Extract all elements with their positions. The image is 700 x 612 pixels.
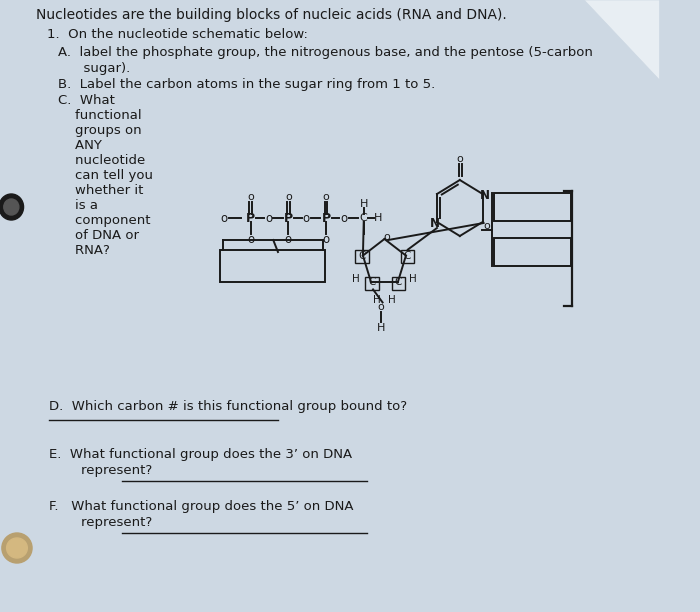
Text: o: o	[323, 192, 330, 202]
Text: N: N	[480, 188, 489, 201]
Text: C: C	[394, 277, 401, 288]
Text: component: component	[58, 214, 151, 227]
Text: H: H	[377, 323, 385, 334]
Text: o: o	[456, 154, 463, 164]
Text: sugar).: sugar).	[58, 62, 131, 75]
Text: whether it: whether it	[58, 184, 144, 197]
Text: C: C	[403, 250, 411, 261]
Text: o: o	[383, 232, 390, 242]
Bar	[220, 250, 325, 282]
Text: o: o	[340, 212, 347, 225]
Text: o: o	[247, 233, 254, 245]
Bar	[365, 277, 379, 290]
Ellipse shape	[2, 533, 32, 563]
Text: H: H	[360, 199, 368, 209]
Text: represent?: represent?	[64, 516, 153, 529]
Text: H: H	[373, 296, 381, 305]
Text: is a: is a	[58, 199, 99, 212]
Text: o: o	[247, 192, 254, 202]
Text: can tell you: can tell you	[58, 169, 153, 182]
Text: functional: functional	[58, 109, 142, 122]
Circle shape	[0, 194, 24, 220]
Text: H: H	[374, 213, 382, 223]
Text: o: o	[265, 212, 272, 225]
Bar	[392, 277, 405, 290]
Text: represent?: represent?	[64, 464, 153, 477]
Text: of DNA or: of DNA or	[58, 229, 139, 242]
Text: D.  Which carbon # is this functional group bound to?: D. Which carbon # is this functional gro…	[49, 400, 407, 413]
Text: o: o	[220, 212, 228, 225]
Text: A.  label the phosphate group, the nitrogenous base, and the pentose (5-carbon: A. label the phosphate group, the nitrog…	[58, 46, 594, 59]
Text: RNA?: RNA?	[58, 244, 111, 257]
Text: o: o	[483, 221, 490, 231]
Bar	[494, 193, 571, 221]
Text: ANY: ANY	[58, 139, 102, 152]
Text: P: P	[284, 212, 293, 225]
Text: B.  Label the carbon atoms in the sugar ring from 1 to 5.: B. Label the carbon atoms in the sugar r…	[58, 78, 435, 91]
Text: P: P	[321, 212, 330, 225]
Text: o: o	[302, 212, 310, 225]
Bar	[494, 238, 571, 266]
Text: o: o	[285, 192, 292, 202]
Ellipse shape	[6, 538, 27, 558]
Bar	[401, 250, 414, 263]
Text: groups on: groups on	[58, 124, 142, 137]
Text: C.  What: C. What	[58, 94, 116, 107]
Text: H: H	[352, 274, 360, 285]
Text: H: H	[389, 296, 396, 305]
Text: o: o	[285, 233, 292, 245]
Text: nucleotide: nucleotide	[58, 154, 146, 167]
Text: H: H	[409, 274, 416, 285]
Text: C: C	[368, 277, 376, 288]
Text: N: N	[430, 217, 440, 230]
Bar	[356, 250, 369, 263]
Polygon shape	[584, 0, 659, 80]
Text: 1.  On the nucleotide schematic below:: 1. On the nucleotide schematic below:	[47, 28, 308, 41]
Text: F.   What functional group does the 5’ on DNA: F. What functional group does the 5’ on …	[49, 500, 354, 513]
Circle shape	[4, 199, 19, 215]
Text: C: C	[360, 213, 368, 223]
Text: P: P	[246, 212, 256, 225]
Text: C: C	[358, 250, 365, 261]
Text: o: o	[323, 233, 330, 245]
Text: E.  What functional group does the 3’ on DNA: E. What functional group does the 3’ on …	[49, 448, 352, 461]
Text: o: o	[377, 302, 384, 312]
Text: Nucleotides are the building blocks of nucleic acids (RNA and DNA).: Nucleotides are the building blocks of n…	[36, 8, 507, 22]
